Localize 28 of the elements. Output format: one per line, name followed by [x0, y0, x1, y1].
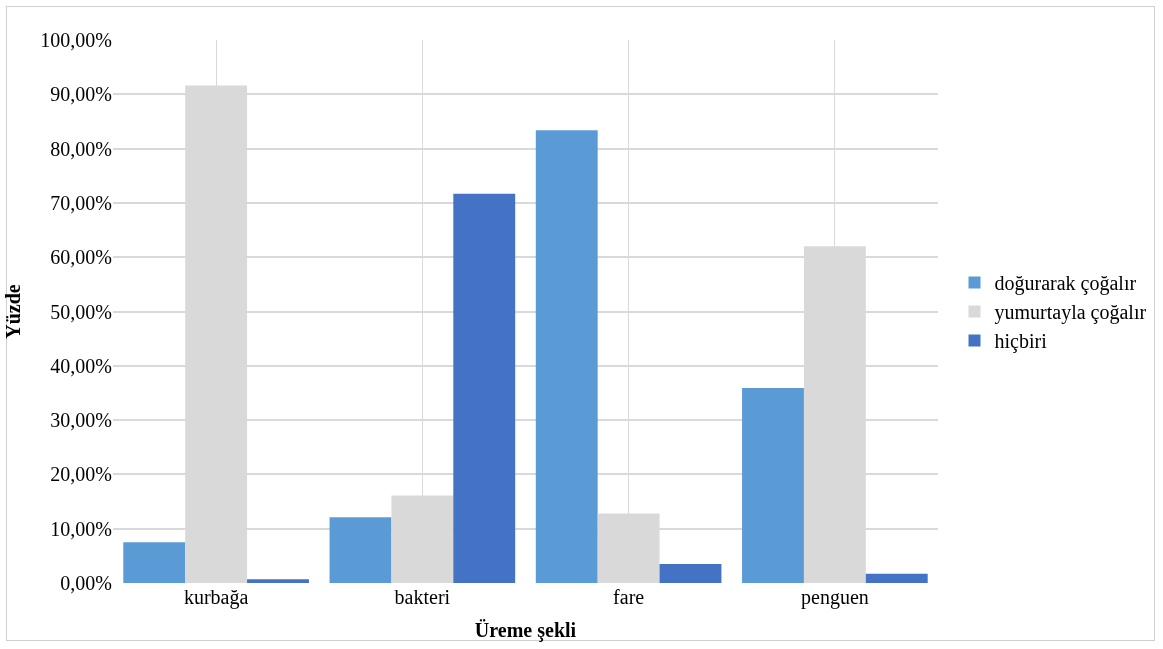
- x-axis-title: Üreme şekli: [474, 618, 577, 642]
- bar: [865, 573, 928, 583]
- y-tick-label: 80,00%: [50, 137, 112, 160]
- bar: [329, 517, 392, 583]
- y-tick-label: 0,00%: [60, 572, 112, 594]
- bar: [742, 388, 804, 583]
- x-tick-label: fare: [613, 586, 645, 608]
- y-tick-label: 90,00%: [50, 83, 112, 106]
- bar: [535, 130, 598, 583]
- bar: [453, 193, 516, 583]
- y-tick-label: 50,00%: [50, 300, 112, 323]
- x-tick-label: bakteri: [394, 586, 451, 608]
- y-tick-label: 20,00%: [50, 463, 112, 486]
- y-tick-label: 10,00%: [50, 517, 112, 540]
- y-axis-title: Yüzde: [1, 284, 24, 339]
- x-tick-label: kurbağa: [183, 586, 249, 609]
- legend-label: hiçbiri: [994, 330, 1048, 354]
- bar: [123, 542, 186, 583]
- x-tick-label: penguen: [801, 586, 869, 609]
- y-tick-label: 60,00%: [50, 246, 112, 269]
- y-tick-label: 100,00%: [40, 29, 112, 51]
- bar: [247, 579, 309, 583]
- y-tick-label: 30,00%: [50, 409, 112, 432]
- y-tick-label: 70,00%: [50, 191, 112, 214]
- bar: [659, 564, 722, 583]
- y-tick-label: 40,00%: [50, 354, 112, 377]
- legend-label: doğurarak çoğalır: [994, 272, 1137, 296]
- legend-label: yumurtayla çoğalır: [994, 301, 1147, 325]
